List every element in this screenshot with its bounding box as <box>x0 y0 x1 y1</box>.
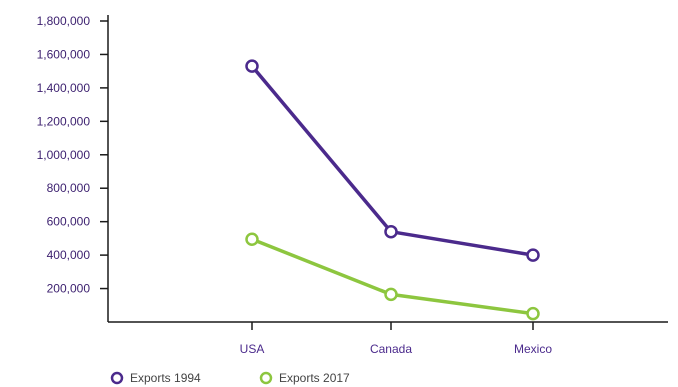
y-tick-label: 800,000 <box>47 181 91 195</box>
data-point <box>384 287 398 302</box>
x-tick-label: Mexico <box>514 342 552 356</box>
legend-item: Exports 2017 <box>259 371 350 385</box>
legend-item: Exports 1994 <box>110 371 201 385</box>
series-2 <box>245 232 540 321</box>
legend-marker-icon <box>259 371 273 385</box>
y-tick-label: 200,000 <box>47 282 91 296</box>
data-point <box>384 224 398 239</box>
legend-marker-icon <box>110 371 124 385</box>
data-point <box>245 232 259 246</box>
legend: Exports 1994 Exports 2017 <box>110 371 350 385</box>
y-tick-label: 1,200,000 <box>37 114 91 128</box>
y-tick-label: 1,000,000 <box>37 148 91 162</box>
y-tick-label: 1,600,000 <box>37 47 91 61</box>
x-tick-label: Canada <box>370 342 412 356</box>
y-tick-label: 1,400,000 <box>37 81 91 95</box>
data-point <box>526 306 540 321</box>
y-tick-label: 1,800,000 <box>37 14 91 28</box>
axes <box>107 15 668 323</box>
legend-label: Exports 1994 <box>130 371 201 385</box>
x-tick-label: USA <box>240 342 265 356</box>
y-axis-ticks: 1,800,000 1,600,000 1,400,000 1,200,000 1,00… <box>37 14 108 296</box>
series-line <box>251 237 534 316</box>
series-lines <box>245 59 540 321</box>
y-tick-label: 600,000 <box>47 215 91 229</box>
legend-label: Exports 2017 <box>279 371 350 385</box>
y-tick-label: 400,000 <box>47 248 91 262</box>
data-point <box>526 248 540 262</box>
data-point <box>245 59 259 73</box>
series-1 <box>245 59 540 262</box>
x-axis-ticks: USA Canada Mexico <box>240 322 552 356</box>
